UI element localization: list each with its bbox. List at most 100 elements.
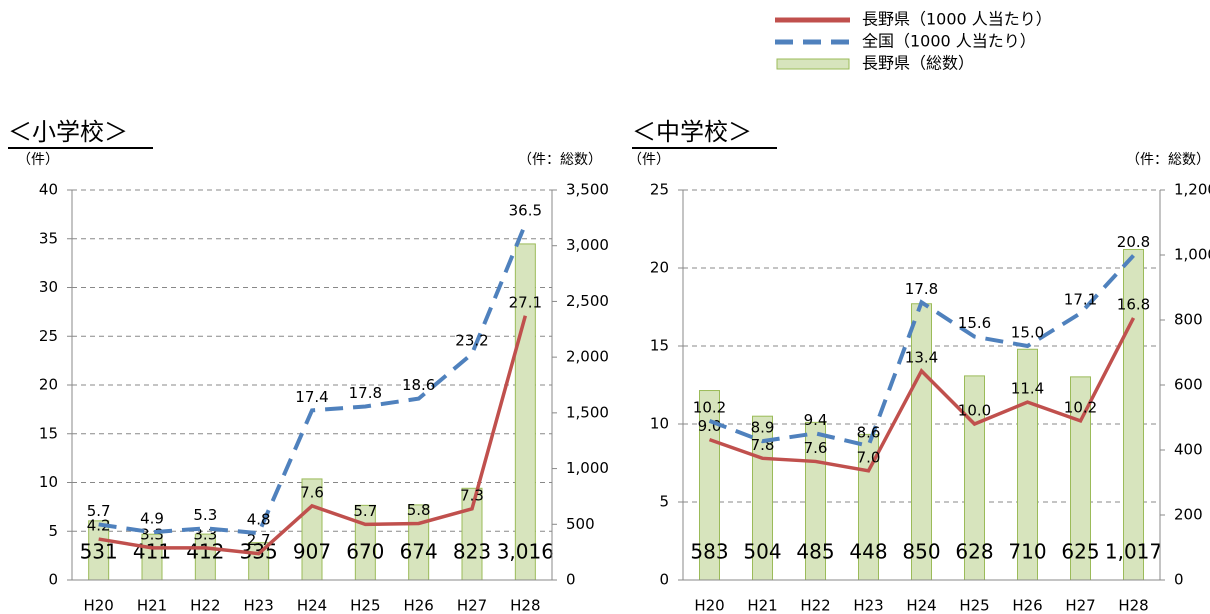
y2-tick-label: 1,000: [1174, 246, 1210, 264]
bar-value-label: 485: [796, 540, 834, 564]
line-value-label: 4.9: [140, 510, 164, 528]
line-value-label: 8.6: [857, 423, 881, 441]
bar-value-label: 1,017: [1105, 540, 1162, 564]
legend-label: 長野県（総数）: [862, 54, 974, 73]
y-tick-label: 25: [650, 181, 669, 199]
x-tick-label: H28: [1118, 597, 1148, 614]
x-tick-label: H24: [906, 597, 936, 614]
line: [98, 223, 528, 536]
y2-axis-label: （件：総数）: [518, 152, 602, 168]
line-value-label: 18.6: [402, 376, 435, 394]
line-value-label: 7.3: [460, 486, 484, 504]
bar-value-label: 823: [453, 540, 491, 564]
line-value-label: 13.4: [905, 348, 938, 366]
legend-label: 長野県（1000 人当たり）: [862, 10, 1052, 29]
x-tick-label: H22: [190, 597, 220, 614]
line-value-label: 3.3: [140, 525, 164, 543]
bar-value-label: 531: [80, 540, 118, 564]
line-value-label: 17.8: [349, 384, 382, 402]
bar-value-label: 412: [186, 540, 224, 564]
bar-value-label: 907: [293, 540, 331, 564]
y-tick-label: 15: [650, 337, 669, 355]
y-axis-label: （件）: [628, 152, 670, 168]
line-value-label: 10.2: [693, 398, 726, 416]
x-tick-label: H20: [83, 597, 113, 614]
bar-value-label: 448: [849, 540, 887, 564]
y-tick-label: 25: [39, 327, 58, 345]
line-value-label: 15.0: [1011, 324, 1044, 342]
legend-swatch: [776, 58, 850, 70]
bar-value-label: 411: [133, 540, 171, 564]
x-tick-label: H27: [457, 597, 487, 614]
y2-tick-label: 1,500: [566, 403, 609, 421]
x-tick-label: H22: [800, 597, 830, 614]
line-value-label: 27.1: [509, 293, 542, 311]
line-value-label: 17.8: [905, 280, 938, 298]
y-tick-label: 40: [39, 181, 58, 199]
bar-value-label: 670: [346, 540, 384, 564]
y2-tick-label: 1,000: [566, 459, 609, 477]
x-tick-label: H27: [1065, 597, 1095, 614]
x-tick-label: H23: [853, 597, 883, 614]
y2-axis-label: （件：総数）: [1126, 152, 1210, 168]
line: [708, 254, 1135, 449]
y-axis-label: （件）: [17, 152, 59, 168]
line-value-label: 5.8: [407, 501, 431, 519]
line-value-label: 2.7: [247, 531, 271, 549]
y2-tick-label: 0: [1174, 571, 1184, 589]
x-tick-label: H23: [243, 597, 273, 614]
y-tick-label: 10: [650, 415, 669, 433]
line-value-label: 20.8: [1117, 233, 1150, 251]
y2-tick-label: 3,500: [566, 181, 609, 199]
y2-tick-label: 400: [1174, 441, 1203, 459]
line-value-label: 5.7: [87, 502, 111, 520]
y2-tick-label: 200: [1174, 506, 1203, 524]
line-value-label: 4.8: [247, 511, 271, 529]
y2-tick-label: 3,000: [566, 236, 609, 254]
y2-tick-label: 1,200: [1174, 181, 1210, 199]
x-tick-label: H26: [403, 597, 433, 614]
line-value-label: 8.9: [751, 419, 775, 437]
bar-value-label: 628: [955, 540, 993, 564]
line-value-label: 17.4: [295, 388, 328, 406]
line-value-label: 36.5: [509, 202, 542, 220]
x-tick-label: H26: [1012, 597, 1042, 614]
line: [98, 315, 528, 556]
line-value-label: 7.6: [804, 439, 828, 457]
bar-value-label: 850: [902, 540, 940, 564]
y-tick-label: 15: [39, 424, 58, 442]
line-value-label: 5.7: [353, 502, 377, 520]
line-value-label: 17.1: [1064, 291, 1097, 309]
line-value-label: 9.4: [804, 411, 828, 429]
line-value-label: 23.2: [455, 331, 488, 349]
x-tick-label: H25: [959, 597, 989, 614]
y-tick-label: 0: [48, 571, 58, 589]
line-value-label: 10.0: [958, 402, 991, 420]
y-tick-label: 30: [39, 278, 58, 296]
y-tick-label: 5: [48, 522, 58, 540]
y-tick-label: 20: [39, 376, 58, 394]
bar-value-label: 504: [743, 540, 781, 564]
bar-value-label: 3,016: [497, 540, 554, 564]
y2-tick-label: 500: [566, 515, 595, 533]
bar-value-label: 674: [400, 540, 438, 564]
line: [708, 317, 1136, 473]
line-value-label: 5.3: [193, 506, 217, 524]
x-tick-label: H21: [747, 597, 777, 614]
line-value-label: 16.8: [1117, 295, 1150, 313]
x-tick-label: H21: [137, 597, 167, 614]
y2-tick-label: 800: [1174, 311, 1203, 329]
y-tick-label: 10: [39, 473, 58, 491]
bar-value-label: 710: [1008, 540, 1046, 564]
line-value-label: 7.0: [857, 448, 881, 466]
line-value-label: 15.6: [958, 314, 991, 332]
line-value-label: 10.2: [1064, 398, 1097, 416]
y2-tick-label: 2,000: [566, 348, 609, 366]
line-value-label: 7.6: [300, 483, 324, 501]
x-tick-label: H25: [350, 597, 380, 614]
bar-value-label: 625: [1061, 540, 1099, 564]
y-tick-label: 5: [659, 493, 669, 511]
y2-tick-label: 600: [1174, 376, 1203, 394]
legend-label: 全国（1000 人当たり）: [862, 32, 1036, 51]
